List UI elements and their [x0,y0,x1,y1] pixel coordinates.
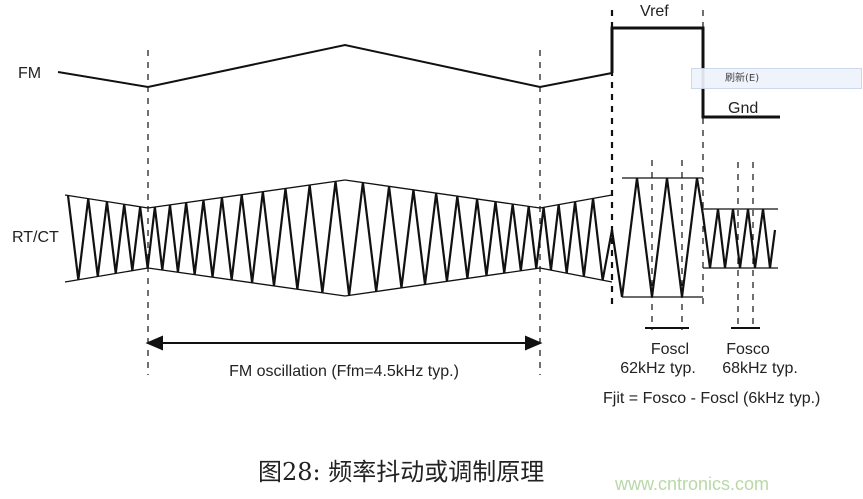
context-menu-item-refresh[interactable]: 刷新(E) [691,68,862,89]
envelope-line [344,267,541,297]
envelope-line [539,194,613,209]
arrow-head [525,335,543,351]
envelope-line [64,267,149,283]
fosco-value: 68kHz typ. [722,360,798,377]
fm-waveform [57,43,613,89]
arrow-head [145,335,163,351]
fm-label: FM [18,65,41,82]
rtct-waveform [64,177,778,298]
figure-caption: 图28: 频率抖动或调制原理 [258,458,544,486]
rtct-triangle-wave [66,177,777,298]
vref-gnd-step [610,26,780,119]
vref-label: Vref [640,3,669,20]
envelope-line [344,179,541,209]
foscl-value: 62kHz typ. [620,360,696,377]
fm-oscillation-label: FM oscillation (Ffm=4.5kHz typ.) [229,363,459,380]
foscl-label: Foscl [651,341,689,358]
envelope-line [147,179,346,209]
envelope-line [64,194,149,209]
rtct-label: RT/CT [12,229,59,246]
gnd-label: Gnd [728,100,758,117]
fosco-label: Fosco [726,341,770,358]
envelope-line [539,267,613,283]
fjit-formula: Fjit = Fosco - Foscl (6kHz typ.) [603,390,820,407]
watermark: www.cntronics.com [614,474,769,494]
envelope-line [147,267,346,297]
